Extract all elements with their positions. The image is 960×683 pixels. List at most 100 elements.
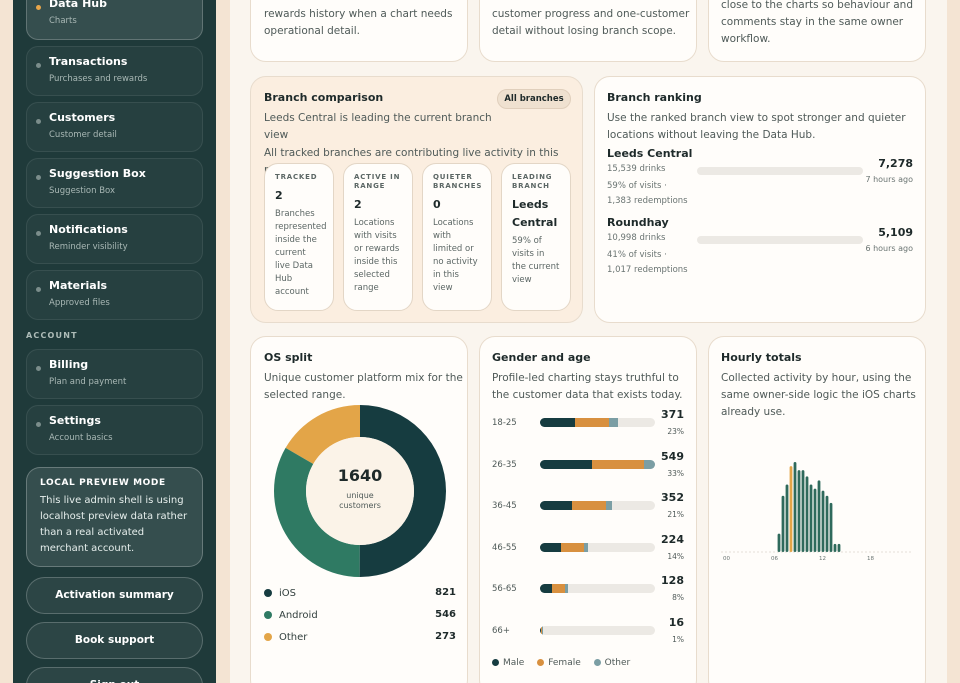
donut-slice-other xyxy=(285,405,360,464)
branch-drinks: 15,539 drinks xyxy=(607,164,666,174)
card-title: Branch comparison xyxy=(264,91,384,104)
gender-age-card: Gender and age Profile-led charting stay… xyxy=(479,336,697,683)
bar-female xyxy=(572,501,606,510)
hour-bar xyxy=(781,495,785,552)
legend-value: 273 xyxy=(435,631,456,642)
sidebar-item-sub: Plan and payment xyxy=(49,377,127,387)
legend-other: Other 273 xyxy=(264,631,456,643)
age-value: 549 xyxy=(661,449,684,463)
branch-updated: 7 hours ago xyxy=(865,175,913,184)
branch-name: Roundhay xyxy=(607,216,669,229)
hour-bar xyxy=(797,470,801,552)
sidebar-item-suggestion-box[interactable]: Suggestion Box Suggestion Box xyxy=(26,158,203,208)
ranking-bar xyxy=(697,236,863,244)
hour-bar xyxy=(805,476,809,552)
card-desc: Profile-led charting stays truthful to t… xyxy=(492,372,683,401)
donut-slice-android xyxy=(273,447,360,577)
age-pct: 23% xyxy=(667,427,684,436)
swatch xyxy=(264,589,272,597)
hour-bar xyxy=(825,495,829,552)
sidebar-item-materials[interactable]: Materials Approved files xyxy=(26,270,203,320)
age-label: 36-45 xyxy=(492,501,517,511)
age-bar xyxy=(540,584,655,593)
ranking-row-leeds-central: Leeds Central 15,539 drinks 59% of visit… xyxy=(607,147,913,209)
donut-slice-ios xyxy=(359,405,447,577)
dot xyxy=(36,175,41,180)
bar-other xyxy=(609,418,619,427)
branch-filter-button[interactable]: All branches xyxy=(497,89,571,109)
bar-male xyxy=(540,584,552,593)
age-value: 128 xyxy=(661,574,684,587)
sidebar-item-billing[interactable]: Billing Plan and payment xyxy=(26,349,203,399)
stat-value: 0 xyxy=(433,198,441,211)
dot xyxy=(36,231,41,236)
sidebar-item-settings[interactable]: Settings Account basics xyxy=(26,405,203,455)
sidebar-item-customers[interactable]: Customers Customer detail xyxy=(26,102,203,152)
donut-total: 1640 xyxy=(338,466,383,485)
stat-note: Branches represented inside the current … xyxy=(275,209,327,297)
hour-bar xyxy=(801,470,805,552)
stat-quieter-branches: QUIETER BRANCHES 0 Locations with limite… xyxy=(422,163,492,311)
sidebar-item-label: Billing xyxy=(49,358,89,371)
os-split-card: OS split Unique customer platform mix fo… xyxy=(250,336,468,683)
legend-value: 546 xyxy=(435,609,456,620)
card-text-line: operational detail. xyxy=(264,25,360,37)
sidebar-item-label: Transactions xyxy=(49,55,128,68)
age-label: 46-55 xyxy=(492,542,517,553)
stat-active-in-range: ACTIVE IN RANGE 2 Locations with visits … xyxy=(343,163,413,311)
age-pct: 21% xyxy=(667,510,684,519)
stat-key: TRACKED xyxy=(275,173,318,181)
hour-bar xyxy=(829,502,833,552)
sidebar-item-sub: Reminder visibility xyxy=(49,242,128,252)
branch-detail: 41% of visits · 1,017 redemptions xyxy=(607,250,688,275)
branch-summary: Leeds Central is leading the current bra… xyxy=(264,112,492,141)
branch-updated: 6 hours ago xyxy=(865,244,913,253)
legend-male: Male xyxy=(492,658,524,668)
sidebar-item-label: Settings xyxy=(49,414,101,427)
age-label: 56-65 xyxy=(492,584,517,594)
sidebar-item-transactions[interactable]: Transactions Purchases and rewards xyxy=(26,46,203,96)
sidebar-item-sub: Suggestion Box xyxy=(49,186,116,196)
gender-legend: Male Female Other xyxy=(492,658,640,668)
branch-detail: 59% of visits · 1,383 redemptions xyxy=(607,181,688,206)
bar-other xyxy=(583,542,589,552)
card-text-line: customer progress and one-customer xyxy=(492,8,690,20)
swatch xyxy=(264,633,272,641)
x-tick-label: 00 xyxy=(723,556,730,562)
age-bar xyxy=(540,542,655,552)
sign-out-button[interactable]: Sign out xyxy=(26,667,203,683)
bar-other xyxy=(565,584,568,593)
activation-summary-button[interactable]: Activation summary xyxy=(26,577,203,614)
bar-female xyxy=(560,542,584,552)
bar-male xyxy=(540,459,592,469)
card-text-line: close to the charts so behaviour and xyxy=(721,0,913,11)
age-value: 16 xyxy=(668,615,684,629)
stat-key: QUIETER BRANCHES xyxy=(433,173,483,190)
active-dot xyxy=(36,5,41,10)
age-pct: 1% xyxy=(672,634,684,644)
hour-bar xyxy=(817,480,821,552)
book-support-button[interactable]: Book support xyxy=(26,622,203,659)
legend-label: Other xyxy=(279,632,308,643)
sidebar-item-label: Materials xyxy=(49,279,108,292)
bar-female xyxy=(574,418,609,427)
hour-bar xyxy=(777,533,781,552)
stat-value: 2 xyxy=(275,189,283,202)
hour-bar xyxy=(833,543,837,552)
legend-value: 821 xyxy=(435,587,456,598)
legend-label: iOS xyxy=(279,588,296,599)
dot xyxy=(36,366,41,371)
stat-note: Locations with limited or no activity in… xyxy=(433,218,478,293)
age-value: 371 xyxy=(661,408,684,421)
bar-female xyxy=(551,584,566,593)
sidebar-item-notifications[interactable]: Notifications Reminder visibility xyxy=(26,214,203,264)
stat-leading-branch: LEADING BRANCH Leeds Central 59% of visi… xyxy=(501,163,571,311)
bar-other xyxy=(643,459,655,469)
branch-ranking-card: Branch ranking Use the ranked branch vie… xyxy=(594,76,926,323)
age-bar xyxy=(540,418,655,427)
stat-key: LEADING BRANCH xyxy=(512,173,553,190)
branch-name: Leeds Central xyxy=(607,147,693,160)
donut-total-label: unique xyxy=(346,491,374,500)
x-tick-label: 18 xyxy=(867,556,874,562)
sidebar-item-data-hub[interactable]: Data Hub Charts xyxy=(26,0,203,40)
